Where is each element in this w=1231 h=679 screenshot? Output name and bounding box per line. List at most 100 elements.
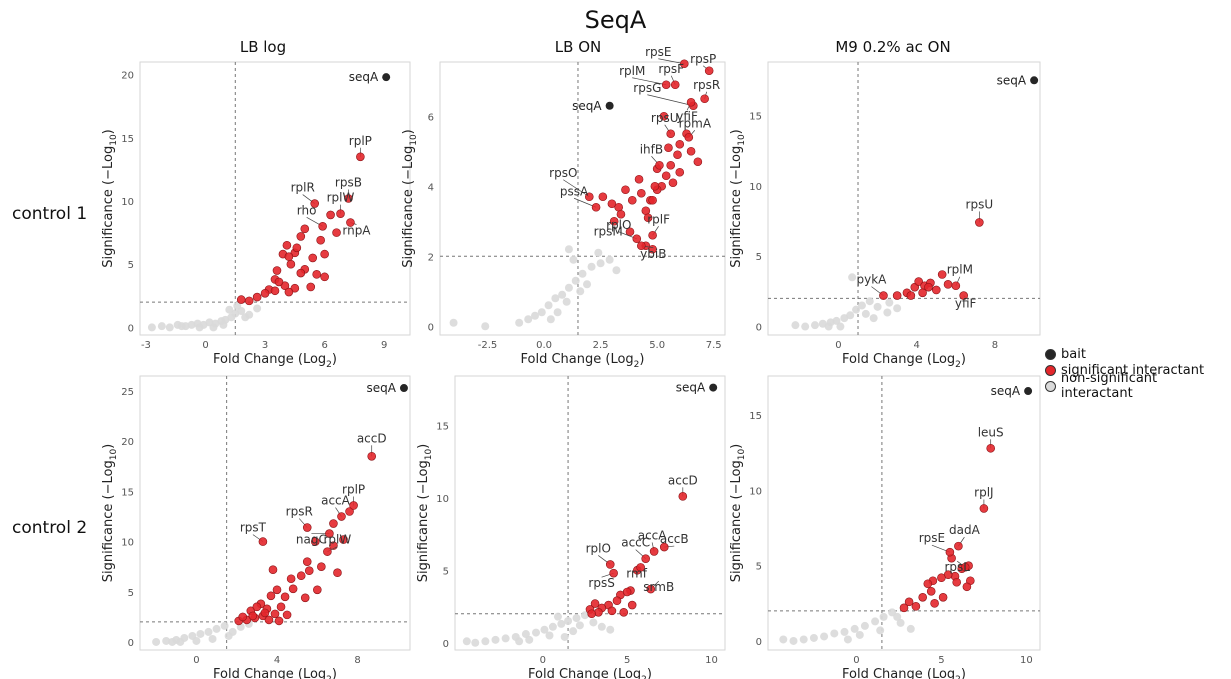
panel-4-point-significant [286,574,296,584]
panel-5-point-nonsignificant [525,635,534,644]
panel-6-label-rpsL: rpsL [944,560,970,574]
panel-2-xtick-label: 2.5 [593,340,609,351]
panel-6-point-nonsignificant [879,612,888,621]
panel-5-frame [454,375,726,651]
panel-3-ytick-label: 15 [749,111,762,122]
panel-5-point-nonsignificant [491,635,500,644]
panel-4-point-significant [296,571,306,581]
panel-5-point-accB [659,542,669,552]
panel-1-x-axis-title: Fold Change (Log2) [213,352,337,370]
panel-2-point-significant [666,160,676,170]
panel-4-label-rplW: rplW [324,533,352,547]
panel-4-point-significant [238,612,248,622]
panel-3-xtick-label: 8 [992,340,998,351]
panel-1-point-rpsB [344,194,353,203]
panel-4-point-nonsignificant [196,629,205,638]
panel-5-point-nonsignificant [580,611,589,620]
panel-6-point-nonsignificant [830,629,839,638]
panel-2-label-leader [632,77,667,86]
panel-3-frame [767,61,1041,336]
panel-2-label-leader [658,58,685,65]
panel-1-xtick-label: 3 [262,340,268,351]
panel-2-xtick-label: 7.5 [706,340,722,351]
panel-2-point-significant [621,185,630,195]
panel-5-ytick-label: 10 [436,494,449,505]
panel-5-label-rplO: rplO [586,541,611,555]
panel-2-point-nonsignificant [449,318,458,327]
panel-1-xtick-label: 6 [321,340,327,351]
panel-4-ytick-label: 10 [121,538,134,549]
panel-3-point-nonsignificant [865,297,874,306]
panel-4-point-significant [280,592,290,602]
panel-2-point-rpsU [666,129,676,139]
panel-2-point-nonsignificant [605,255,614,264]
panel-1-point-significant [326,210,335,220]
panel-3-point-pykA [879,291,888,300]
panel-2-xtick-label: -2.5 [478,340,498,351]
panel-2-label-ihfB: ihfB [640,142,663,156]
panel-3-point-nonsignificant [857,301,866,310]
panel-6-point-bait [1024,387,1033,396]
panel-2-point-nonsignificant [546,315,555,324]
panel-2-point-significant [661,171,671,181]
panel-1-point-significant [296,268,306,278]
panel-5-label-accA: accA [638,528,668,542]
panel-4-point-bait [399,384,408,393]
figure-title: SeqA [584,6,647,34]
panel-2-point-nonsignificant [578,269,587,278]
panel-4-point-rplP [349,501,358,510]
panel-6-point-nonsignificant [896,618,905,627]
panel-6-ytick-label: 15 [749,411,762,422]
panel-2-ytick-label: 2 [428,252,434,263]
panel-4-xtick-label: 4 [274,655,280,666]
panel-6-point-nonsignificant [871,617,880,626]
legend-label-bait: bait [1061,346,1086,362]
panel-5-point-nonsignificant [569,627,578,636]
legend-item-significant: significant interactant [1045,362,1231,378]
panel-4-point-significant [302,557,312,566]
panel-2-point-significant [634,174,644,184]
panel-5-point-significant [587,609,596,619]
panel-1-point-rplR [310,199,320,208]
panel-6-y-axis-title: Significance (−Log10) [729,444,747,583]
panel-5-point-accD [678,492,688,501]
panel-1-point-rho [318,222,327,231]
panel-2-label-rpsE: rpsE [645,45,671,59]
panel-2-point-nonsignificant [594,248,603,257]
panel-2-point-significant [664,143,673,153]
panel-6-point-rpsE [945,547,955,557]
panel-2-label-leader [563,179,590,198]
panel-3-point-nonsignificant [873,302,882,311]
panel-2-point-nonsignificant [596,259,605,268]
panel-1-point-significant [272,266,282,275]
panel-4-point-accA [337,512,346,521]
panel-5-point-nonsignificant [501,634,510,643]
panel-1-ytick-label: 0 [128,323,134,334]
panel-2-label-yfiF: yfiF [676,109,698,123]
panel-2-point-nonsignificant [531,311,539,320]
legend-label-nonsignificant: non-significant interactant [1060,371,1158,401]
panel-4-label-accA: accA [321,494,351,508]
panel-2-point-nonsignificant [524,315,533,324]
panel-3-point-nonsignificant [883,308,892,317]
column-title-lb-on: LB ON [554,38,602,56]
panel-6-point-dadA [954,541,963,551]
panel-6-point-significant [952,577,962,587]
panel-5-point-nonsignificant [548,622,557,631]
panel-2-label-rpsF: rpsF [658,62,684,76]
panel-5-label-rpsS: rpsS [588,576,614,590]
panel-2-point-significant [668,178,678,188]
panel-3-point-nonsignificant [846,311,855,320]
panel-1-point-significant [308,253,318,263]
panel-6-point-nonsignificant [893,612,902,621]
panel-1-point-significant [244,296,254,306]
panel-5-point-nonsignificant [606,625,615,634]
panel-1-point-bait [382,73,391,82]
panel-2-xtick-label: 0.0 [536,340,552,351]
panel-1-point-nonsignificant [253,304,262,313]
panel-2-label-rplF: rplF [647,212,670,226]
panel-2-point-significant [693,157,703,167]
panel-2-point-rpsP [704,66,714,76]
panel-4-point-nonsignificant [224,631,233,640]
panel-3-point-nonsignificant [869,314,878,323]
